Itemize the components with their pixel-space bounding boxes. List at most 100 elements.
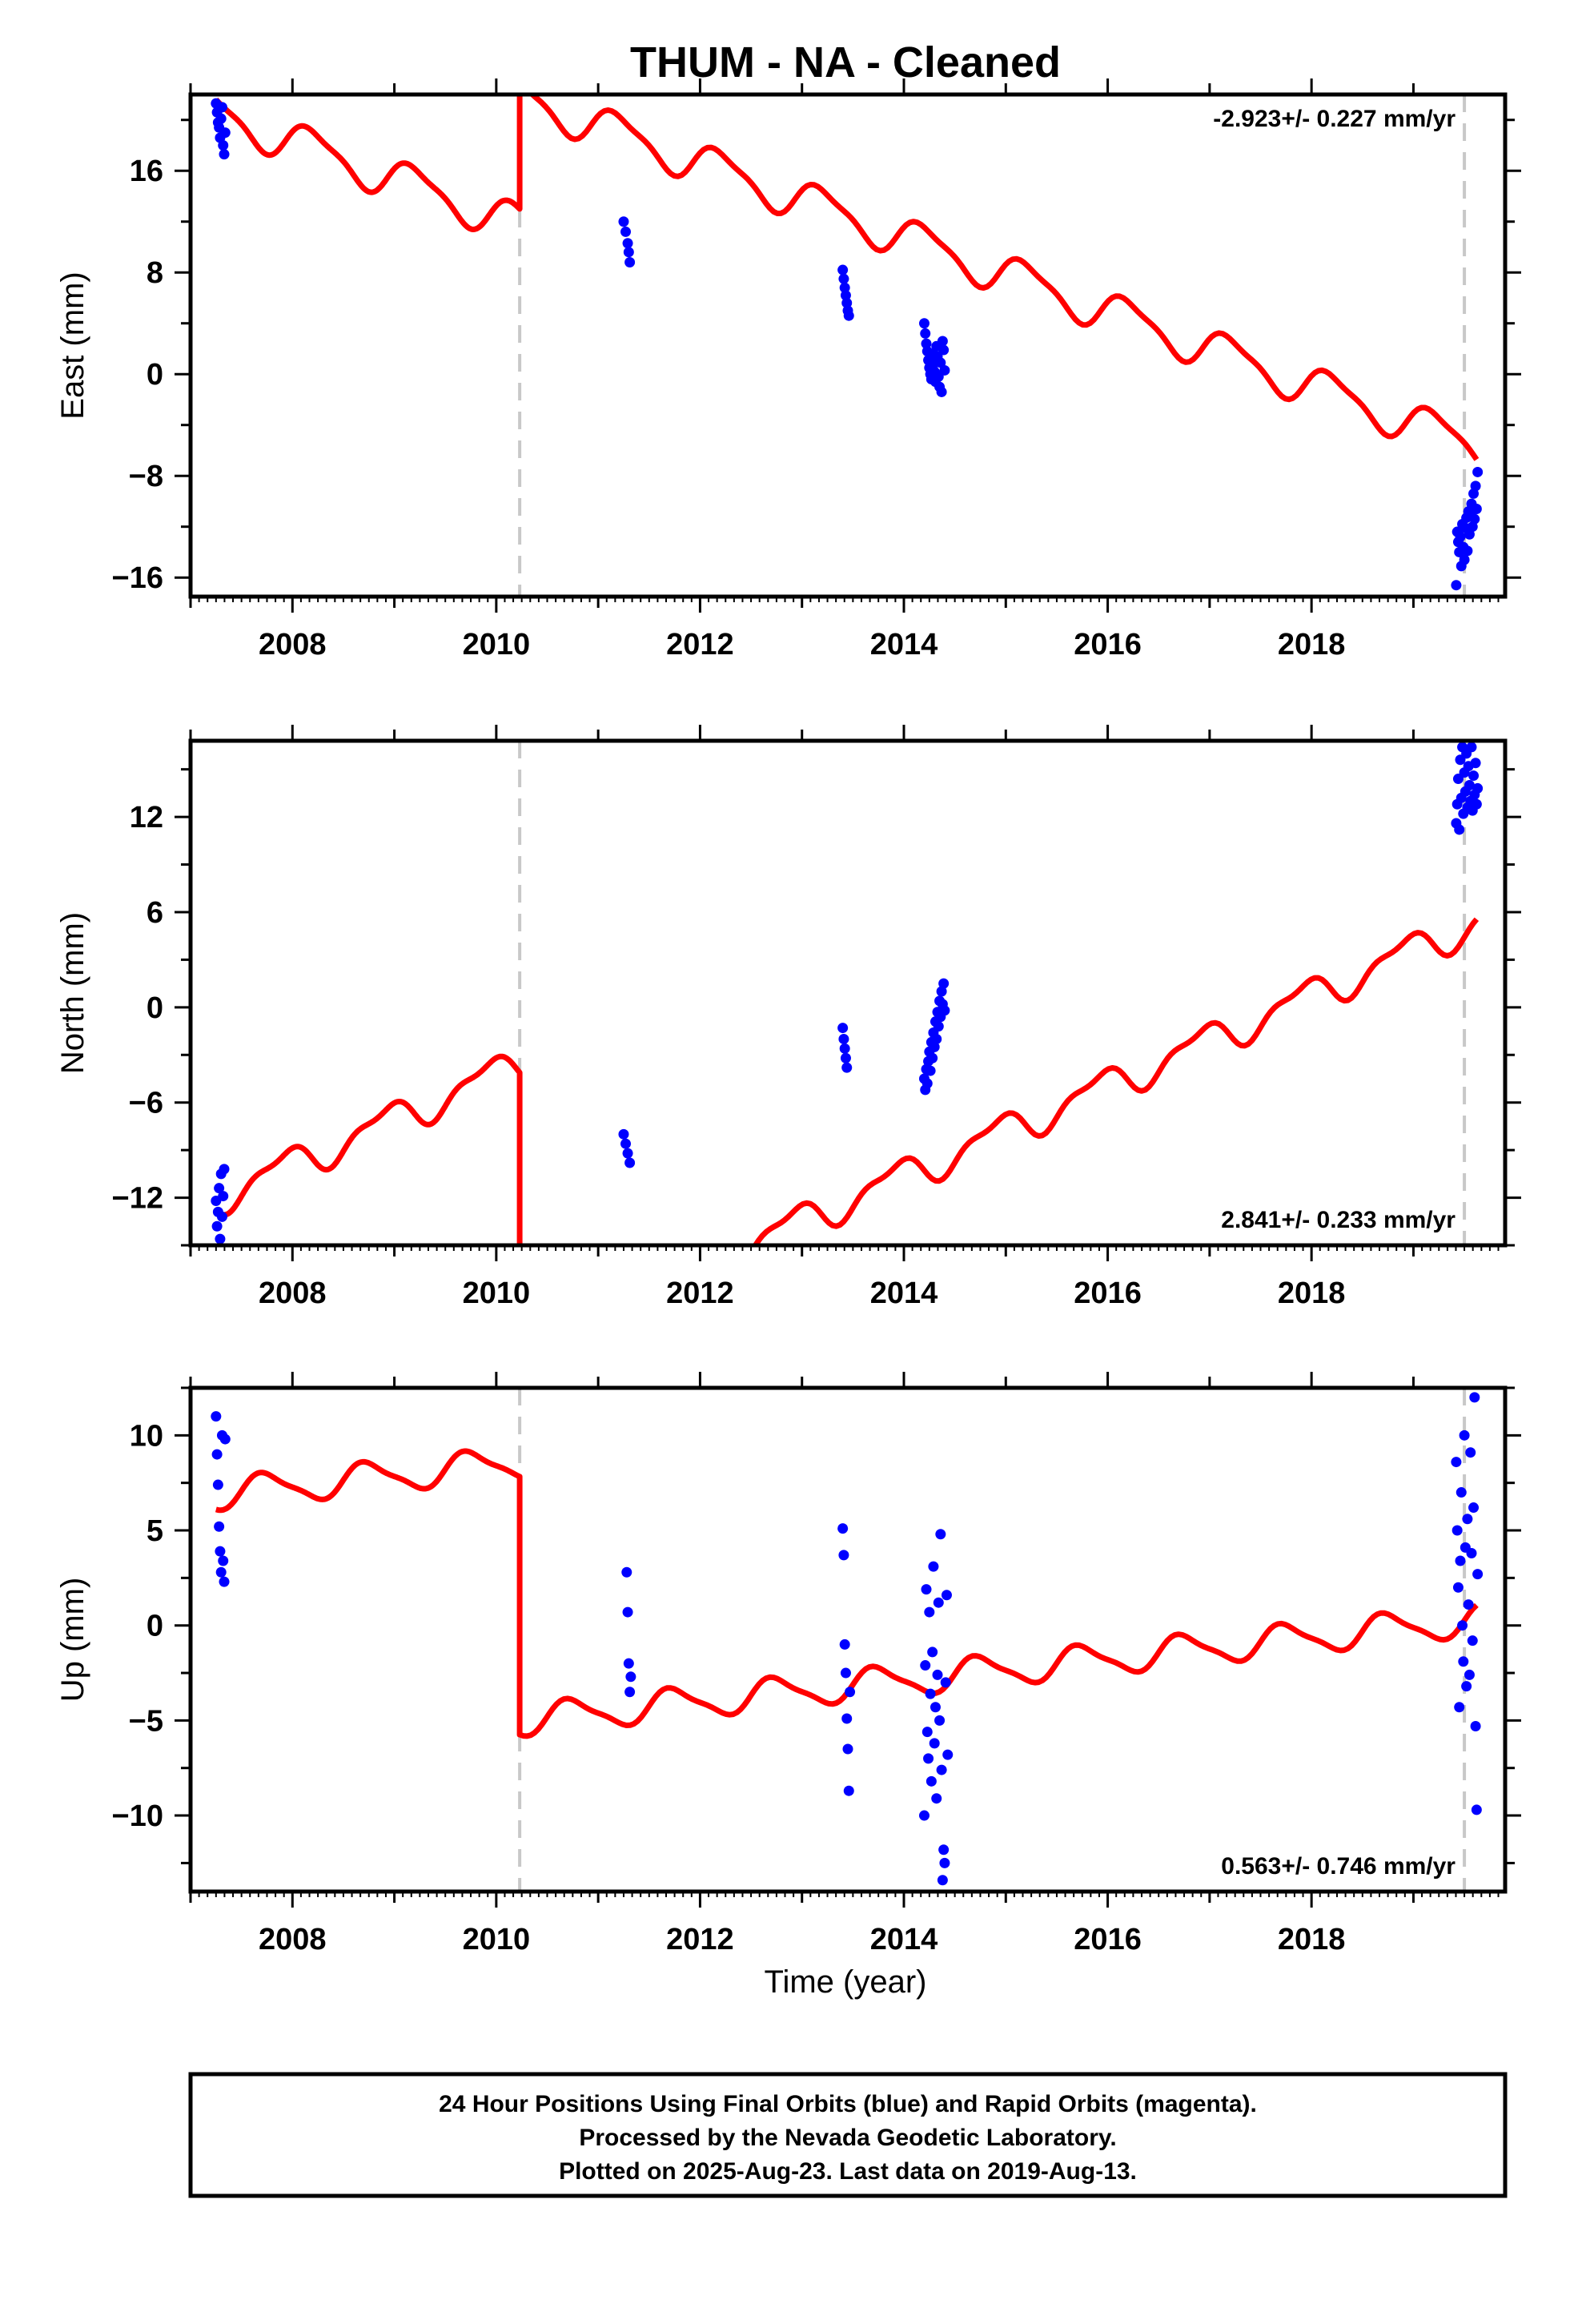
footer-box — [188, 2072, 1508, 2198]
data-point — [921, 1584, 932, 1595]
data-point — [215, 1233, 226, 1244]
y-tick-label: −5 — [129, 1704, 163, 1738]
x-tick-label: 2018 — [1278, 628, 1346, 661]
data-point — [838, 1550, 849, 1561]
data-point — [214, 1521, 225, 1532]
data-point — [929, 1041, 940, 1052]
data-point — [840, 290, 851, 301]
data-point — [1467, 1635, 1478, 1647]
data-point — [1452, 1525, 1463, 1536]
data-point — [215, 1566, 227, 1578]
data-point — [624, 1157, 636, 1168]
y-tick-label: −10 — [112, 1799, 163, 1833]
data-point — [937, 1875, 948, 1886]
data-point — [920, 328, 931, 339]
y-tick-label: −8 — [129, 460, 163, 493]
data-point — [845, 1687, 856, 1698]
data-point — [1465, 1447, 1476, 1458]
data-point — [216, 102, 227, 113]
y-axis-label: East (mm) — [55, 271, 90, 419]
data-point — [211, 1220, 223, 1232]
data-point — [933, 1021, 944, 1032]
data-point — [840, 1052, 851, 1063]
data-point — [620, 1138, 632, 1149]
data-point — [938, 344, 950, 356]
data-point — [842, 1743, 853, 1755]
data-point — [921, 1727, 933, 1738]
data-point — [1466, 742, 1477, 753]
plot-area — [211, 741, 1484, 1245]
panel-frame — [188, 92, 1508, 599]
data-point — [918, 1810, 930, 1821]
panel-frame — [188, 738, 1508, 1248]
x-tick-label: 2010 — [463, 1277, 531, 1310]
data-point — [1470, 758, 1481, 769]
data-point — [924, 1606, 935, 1618]
data-point — [930, 1702, 941, 1713]
x-tick-label: 2014 — [870, 1277, 938, 1310]
data-point — [1471, 503, 1482, 514]
data-point — [937, 336, 948, 347]
data-point — [215, 1546, 226, 1557]
data-point — [938, 1844, 950, 1856]
data-point — [1464, 779, 1475, 790]
model-trend-line — [214, 94, 1480, 461]
data-point — [1472, 466, 1484, 477]
data-point — [621, 1566, 632, 1578]
data-point — [933, 1597, 944, 1608]
data-point — [1455, 1555, 1466, 1566]
model-trend-line — [214, 917, 1480, 1245]
data-point — [1459, 554, 1470, 565]
footer-line-3: Plotted on 2025-Aug-23. Last data on 201… — [559, 2158, 1137, 2185]
x-tick-label: 2010 — [463, 1923, 531, 1956]
data-point — [837, 1523, 849, 1534]
y-tick-label: −12 — [112, 1182, 163, 1216]
data-point — [932, 1669, 943, 1680]
data-point — [929, 1738, 940, 1749]
data-point — [1454, 1702, 1465, 1713]
data-point — [1457, 1620, 1468, 1631]
footer-line-2: Processed by the Nevada Geodetic Laborat… — [579, 2125, 1116, 2151]
x-tick-label: 2016 — [1074, 1923, 1142, 1956]
data-point — [1468, 770, 1480, 782]
data-point — [620, 226, 632, 237]
data-point — [1464, 1669, 1475, 1680]
data-point — [921, 338, 932, 349]
rate-annotation: -2.923+/- 0.227 mm/yr — [1213, 106, 1456, 132]
data-point — [939, 1005, 950, 1016]
plot-area — [211, 94, 1484, 597]
data-point — [218, 1191, 229, 1202]
data-point — [1470, 480, 1481, 492]
data-point — [618, 216, 629, 227]
x-tick-label: 2014 — [870, 1923, 938, 1956]
panel-up: 2008 2010 2012 2014 2016 2018 −10 −5 0 5 10 Up (mm)… — [55, 1372, 1521, 1956]
x-tick-label: 2014 — [870, 628, 938, 661]
data-point — [926, 1775, 937, 1787]
data-point — [1455, 531, 1466, 542]
data-point — [1451, 1457, 1462, 1468]
data-point — [927, 1647, 938, 1658]
data-point — [623, 1658, 634, 1669]
data-point — [1462, 545, 1473, 557]
data-point — [940, 1677, 951, 1688]
data-point — [625, 1671, 636, 1683]
data-point — [939, 364, 950, 376]
y-axis-label: Up (mm) — [55, 1578, 90, 1703]
data-point — [1456, 1487, 1467, 1498]
data-point — [839, 282, 850, 293]
x-tick-label: 2012 — [666, 628, 734, 661]
y-tick-label: 10 — [130, 1419, 163, 1453]
y-tick-label: 12 — [130, 801, 163, 834]
x-tick-label: 2012 — [666, 1923, 734, 1956]
data-point — [837, 264, 849, 275]
data-point — [1472, 1569, 1484, 1580]
y-tick-label: −6 — [129, 1087, 163, 1120]
data-point — [935, 357, 946, 368]
data-point — [925, 1065, 936, 1076]
data-point — [1466, 1548, 1477, 1559]
x-tick-label: 2010 — [463, 628, 531, 661]
data-point — [1463, 1599, 1474, 1610]
data-point — [925, 1688, 936, 1699]
x-tick-label: 2008 — [259, 628, 327, 661]
data-point — [219, 149, 230, 160]
